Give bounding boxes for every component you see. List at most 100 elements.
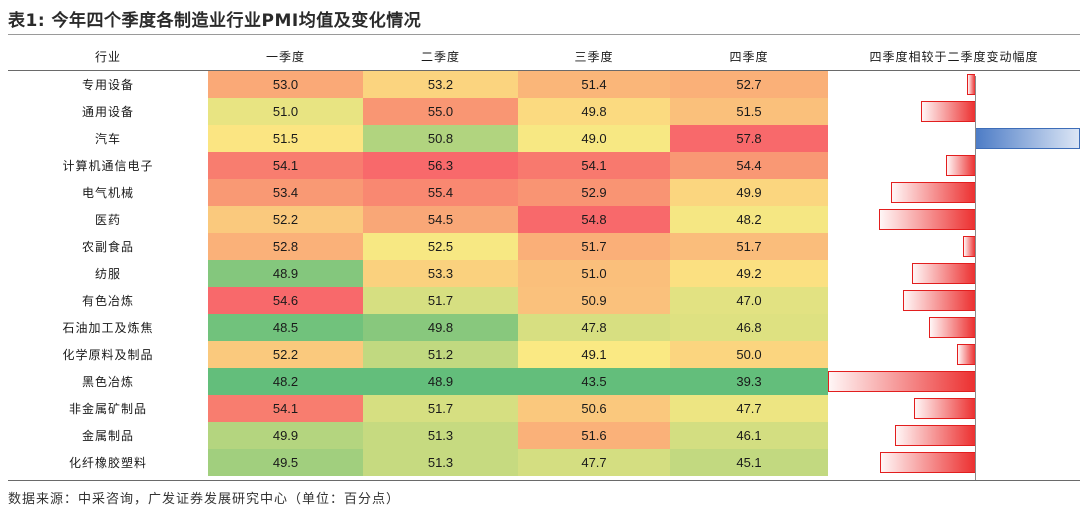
industry-cell: 通用设备 xyxy=(81,105,134,119)
change-bar xyxy=(921,101,975,122)
table-row: 计算机通信电子 54.1 56.3 54.1 54.4 xyxy=(8,152,1080,179)
q1-value-cell: 54.1 xyxy=(208,152,363,179)
industry-cell: 化纤橡胶塑料 xyxy=(68,456,147,470)
q2-value-cell: 49.8 xyxy=(363,314,518,341)
table-title: 表1: 今年四个季度各制造业行业PMI均值及变化情况 xyxy=(8,11,422,31)
table-row: 金属制品 49.9 51.3 51.6 46.1 xyxy=(8,422,1080,449)
q2-value-cell: 56.3 xyxy=(363,152,518,179)
change-bar xyxy=(912,263,975,284)
change-bar-cell xyxy=(828,422,1080,449)
q3-value-cell: 50.6 xyxy=(518,395,670,422)
change-bar-cell xyxy=(828,314,1080,341)
q4-value-cell: 47.0 xyxy=(670,287,828,314)
change-bar xyxy=(828,371,975,392)
q4-value-cell: 51.7 xyxy=(670,233,828,260)
industry-cell: 黑色冶炼 xyxy=(81,375,134,389)
header-change: 四季度相较于二季度变动幅度 xyxy=(869,49,1039,64)
q4-value-cell: 46.8 xyxy=(670,314,828,341)
q4-value-cell: 46.1 xyxy=(670,422,828,449)
q1-value-cell: 52.8 xyxy=(208,233,363,260)
change-bar-cell xyxy=(828,152,1080,179)
industry-cell: 医药 xyxy=(94,213,121,227)
industry-cell: 纺服 xyxy=(94,267,121,281)
change-bar-cell xyxy=(828,98,1080,125)
change-bar-cell xyxy=(828,125,1080,152)
q3-value-cell: 54.8 xyxy=(518,206,670,233)
table-bottom-rule xyxy=(8,480,1080,481)
table-row: 纺服 48.9 53.3 51.0 49.2 xyxy=(8,260,1080,287)
change-bar xyxy=(967,74,975,95)
q3-value-cell: 49.0 xyxy=(518,125,670,152)
q3-value-cell: 43.5 xyxy=(518,368,670,395)
industry-cell: 石油加工及炼焦 xyxy=(62,321,154,335)
q1-value-cell: 53.0 xyxy=(208,70,363,98)
q3-value-cell: 51.4 xyxy=(518,70,670,98)
q4-value-cell: 52.7 xyxy=(670,70,828,98)
change-bar xyxy=(956,344,975,365)
pmi-table: 行业 一季度 二季度 三季度 四季度 四季度相较于二季度变动幅度 专用设备 53.… xyxy=(8,42,1080,476)
change-bar-cell xyxy=(828,71,1080,99)
q4-value-cell: 50.0 xyxy=(670,341,828,368)
industry-cell: 有色冶炼 xyxy=(81,294,134,308)
table-row: 石油加工及炼焦 48.5 49.8 47.8 46.8 xyxy=(8,314,1080,341)
q1-value-cell: 49.9 xyxy=(208,422,363,449)
change-bar-cell xyxy=(828,179,1080,206)
industry-cell: 非金属矿制品 xyxy=(68,402,147,416)
table-row: 非金属矿制品 54.1 51.7 50.6 47.7 xyxy=(8,395,1080,422)
q1-value-cell: 51.5 xyxy=(208,125,363,152)
q3-value-cell: 51.6 xyxy=(518,422,670,449)
q1-value-cell: 52.2 xyxy=(208,341,363,368)
table-row: 电气机械 53.4 55.4 52.9 49.9 xyxy=(8,179,1080,206)
q2-value-cell: 50.8 xyxy=(363,125,518,152)
q4-value-cell: 45.1 xyxy=(670,449,828,476)
change-bar xyxy=(962,236,975,257)
q1-value-cell: 53.4 xyxy=(208,179,363,206)
q3-value-cell: 51.0 xyxy=(518,260,670,287)
q2-value-cell: 51.7 xyxy=(363,287,518,314)
q2-value-cell: 51.3 xyxy=(363,422,518,449)
q3-value-cell: 52.9 xyxy=(518,179,670,206)
industry-cell: 计算机通信电子 xyxy=(62,159,154,173)
q3-value-cell: 49.1 xyxy=(518,341,670,368)
change-bar-cell xyxy=(828,449,1080,476)
q1-value-cell: 48.5 xyxy=(208,314,363,341)
industry-cell: 金属制品 xyxy=(81,429,134,443)
header-q4: 四季度 xyxy=(729,49,769,64)
q2-value-cell: 51.2 xyxy=(363,341,518,368)
q2-value-cell: 51.3 xyxy=(363,449,518,476)
change-bar xyxy=(929,317,975,338)
q1-value-cell: 51.0 xyxy=(208,98,363,125)
q3-value-cell: 50.9 xyxy=(518,287,670,314)
change-bar-cell xyxy=(828,260,1080,287)
q3-value-cell: 54.1 xyxy=(518,152,670,179)
table-row: 通用设备 51.0 55.0 49.8 51.5 xyxy=(8,98,1080,125)
q4-value-cell: 39.3 xyxy=(670,368,828,395)
industry-cell: 农副食品 xyxy=(81,240,134,254)
header-q2: 二季度 xyxy=(420,49,460,64)
q3-value-cell: 47.8 xyxy=(518,314,670,341)
industry-cell: 化学原料及制品 xyxy=(62,348,154,362)
title-divider xyxy=(8,34,1080,35)
industry-cell: 汽车 xyxy=(94,132,121,146)
source-note: 数据来源：中采咨询，广发证券发展研究中心（单位：百分点） xyxy=(8,492,401,507)
q4-value-cell: 47.7 xyxy=(670,395,828,422)
table-row: 专用设备 53.0 53.2 51.4 52.7 xyxy=(8,70,1080,99)
header-q1: 一季度 xyxy=(265,49,305,64)
q4-value-cell: 54.4 xyxy=(670,152,828,179)
q1-value-cell: 48.9 xyxy=(208,260,363,287)
q1-value-cell: 48.2 xyxy=(208,368,363,395)
q1-value-cell: 49.5 xyxy=(208,449,363,476)
table-row: 黑色冶炼 48.2 48.9 43.5 39.3 xyxy=(8,368,1080,395)
table-row: 有色冶炼 54.6 51.7 50.9 47.0 xyxy=(8,287,1080,314)
q2-value-cell: 53.2 xyxy=(363,70,518,98)
change-bar xyxy=(890,182,975,203)
q2-value-cell: 55.0 xyxy=(363,98,518,125)
change-bar-cell xyxy=(828,287,1080,314)
q4-value-cell: 48.2 xyxy=(670,206,828,233)
q4-value-cell: 49.2 xyxy=(670,260,828,287)
q2-value-cell: 53.3 xyxy=(363,260,518,287)
change-bar xyxy=(945,155,975,176)
q2-value-cell: 51.7 xyxy=(363,395,518,422)
table-row: 医药 52.2 54.5 54.8 48.2 xyxy=(8,206,1080,233)
header-row: 行业 一季度 二季度 三季度 四季度 四季度相较于二季度变动幅度 xyxy=(8,42,1080,71)
